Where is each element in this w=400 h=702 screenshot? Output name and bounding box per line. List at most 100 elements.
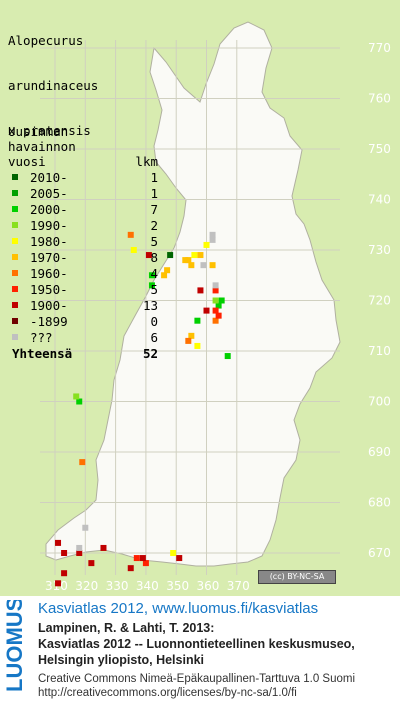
occurrence-square [209, 236, 216, 243]
legend-entry: 2000- 7 [8, 202, 158, 218]
legend-period-label: 1990- [30, 218, 68, 233]
occurrence-square [55, 580, 62, 587]
occurrence-square [188, 262, 195, 269]
legend: Uusimman havainnon vuosi lkm 2010- 1 2005-… [8, 124, 158, 362]
legend-swatch [12, 270, 18, 276]
occurrence-square [224, 353, 231, 360]
occurrence-square [212, 317, 219, 324]
legend-header-line: Uusimman [8, 124, 69, 139]
legend-header-line: vuosi [8, 154, 46, 169]
occurrence-square [194, 317, 201, 324]
occurrence-square [194, 342, 201, 349]
license-line[interactable]: http://creativecommons.org/licenses/by-n… [38, 687, 297, 699]
legend-total-label: Yhteensä [12, 346, 73, 361]
legend-header-line: havainnon [8, 139, 76, 154]
title-line: x pratensis [8, 123, 91, 138]
legend-entry: 1900- 13 [8, 298, 158, 314]
occurrence-square [100, 544, 107, 551]
citation-line: Lampinen, R. & Lahti, T. 2013: [38, 621, 215, 635]
occurrence-square [76, 544, 83, 551]
occurrence-square [212, 307, 219, 314]
occurrence-square [164, 267, 171, 274]
legend-swatch [12, 318, 18, 324]
legend-count: 5 [150, 234, 158, 249]
legend-entry: ??? 6 [8, 330, 158, 346]
occurrence-square [188, 332, 195, 339]
legend-count: 6 [150, 330, 158, 345]
occurrence-square [209, 262, 216, 269]
cc-license-badge[interactable]: (cc) BY-NC-SA [258, 570, 336, 584]
legend-period-label: 1980- [30, 234, 68, 249]
occurrence-square [61, 570, 68, 577]
easting-tick-label: 340 [136, 579, 159, 593]
citation-line: Helsingin yliopisto, Helsinki [38, 653, 205, 667]
occurrence-square [176, 555, 183, 562]
legend-count-header: lkm [135, 154, 158, 169]
occurrence-square [191, 252, 198, 259]
legend-total-row: Yhteensä 52 [8, 346, 158, 362]
legend-entry: 2010- 1 [8, 170, 158, 186]
legend-period-label: 2010- [30, 170, 68, 185]
legend-swatch [12, 206, 18, 212]
license-text: Creative Commons Nimeä-Epäkaupallinen-Ta… [38, 672, 355, 700]
legend-count: 5 [150, 282, 158, 297]
legend-entry: -1899 0 [8, 314, 158, 330]
northing-tick-label: 700 [368, 395, 391, 409]
occurrence-square [182, 257, 189, 264]
northing-tick-labels: 770 760 750 740 730 720 710 700 690 680 670 [368, 41, 391, 560]
legend-swatch [12, 190, 18, 196]
occurrence-square [88, 560, 95, 567]
legend-period-label: ??? [30, 330, 53, 345]
coordinate-gridlines [40, 40, 340, 575]
northing-tick-label: 730 [368, 243, 391, 257]
occurrence-square [133, 555, 140, 562]
occurrence-square [161, 272, 168, 279]
legend-total-count: 52 [142, 346, 158, 361]
legend-period-label: 2000- [30, 202, 68, 217]
legend-entry: 1980- 5 [8, 234, 158, 250]
occurrence-square [61, 550, 68, 556]
occurrence-square [212, 282, 219, 289]
legend-count: 1 [150, 170, 158, 185]
title-line: Alopecurus [8, 33, 84, 48]
occurrence-square [185, 337, 192, 344]
northing-tick-label: 680 [368, 496, 391, 510]
northing-tick-label: 770 [368, 41, 391, 55]
legend-count: 13 [142, 298, 158, 313]
occurrence-square [218, 297, 225, 304]
brand-text: LUOMUS [2, 600, 27, 692]
legend-entry: 1950- 5 [8, 282, 158, 298]
easting-tick-label: 350 [166, 579, 189, 593]
occurrence-square [212, 287, 219, 294]
footer [0, 596, 400, 702]
legend-count: 8 [150, 250, 158, 265]
occurrence-square [139, 555, 146, 562]
legend-period-label: -1899 [30, 314, 68, 329]
legend-count: 0 [150, 314, 158, 329]
legend-count: 4 [150, 266, 158, 281]
legend-swatch [12, 174, 18, 180]
citation: Lampinen, R. & Lahti, T. 2013: Kasviatla… [38, 620, 355, 668]
occurrence-square [127, 231, 134, 238]
title-line: arundinaceus [8, 78, 99, 93]
occurrence-squares [55, 231, 231, 587]
legend-swatch [12, 334, 18, 340]
legend-period-label: 1970- [30, 250, 68, 265]
occurrence-square [148, 272, 155, 279]
legend-swatch [12, 238, 18, 244]
occurrence-square [55, 539, 62, 546]
luomus-logo: LUOMUS [2, 600, 27, 692]
northing-tick-label: 720 [368, 294, 391, 308]
kasviatlas-link[interactable]: Kasviatlas 2012, www.luomus.fi/kasviatla… [38, 600, 319, 617]
occurrence-square [215, 312, 222, 319]
northing-tick-label: 740 [368, 193, 391, 207]
license-line: Creative Commons Nimeä-Epäkaupallinen-Ta… [38, 673, 356, 685]
occurrence-square [215, 302, 222, 309]
occurrence-square [203, 307, 210, 314]
occurrence-square [130, 247, 137, 253]
occurrence-square [203, 241, 210, 248]
legend-entry: 1960- 4 [8, 266, 158, 282]
legend-swatch [12, 254, 18, 260]
occurrence-square [73, 393, 80, 400]
